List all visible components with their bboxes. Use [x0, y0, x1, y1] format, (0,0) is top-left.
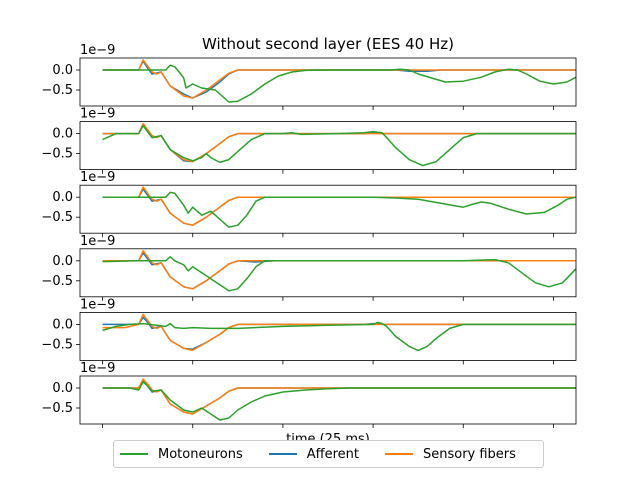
- y-scale-label: 1e−9: [80, 43, 115, 58]
- axes-frame: [79, 121, 577, 170]
- legend-item-motoneurons: Motoneurons: [120, 447, 243, 462]
- y-tick-label: −0.5: [41, 147, 73, 162]
- series-line-afferent: [102, 316, 576, 350]
- panel-3: 0.0 −0.5 1e−9: [41, 170, 577, 238]
- y-scale-label: 1e−9: [80, 107, 115, 122]
- series-line-sensory: [102, 59, 576, 99]
- y-tick-label: −0.5: [41, 337, 73, 352]
- panel-5: 0.0 −0.5 1e−9: [41, 297, 577, 365]
- y-tick-label: 0.0: [52, 317, 73, 332]
- legend: Motoneurons Afferent Sensory fibers: [113, 440, 544, 468]
- y-scale-label: 1e−9: [80, 170, 115, 185]
- y-tick-label: 0.0: [52, 381, 73, 396]
- series-line-afferent: [102, 380, 576, 415]
- panels: 0.0 −0.5 1e−9 0.0 −0.5 1e−9 0.0 −0.5 1e−9 0.0 −0.5…: [41, 43, 577, 428]
- y-tick-label: 0.0: [52, 190, 73, 205]
- axes-frame: [79, 184, 577, 234]
- panel-4: 0.0 −0.5 1e−9: [41, 234, 577, 301]
- series-line-afferent: [102, 124, 576, 163]
- legend-label-sensory-fibers: Sensory fibers: [422, 446, 516, 462]
- y-tick-label: 0.0: [52, 63, 73, 78]
- y-tick-label: −0.5: [41, 401, 73, 416]
- legend-line-afferent: [268, 453, 297, 455]
- y-tick-label: −0.5: [41, 210, 73, 225]
- y-scale-label: 1e−9: [80, 234, 115, 249]
- series-line-afferent: [102, 252, 576, 290]
- y-scale-label: 1e−9: [80, 361, 115, 376]
- series-line-afferent: [102, 188, 576, 226]
- y-tick-label: −0.5: [41, 83, 73, 98]
- chart-title: Without second layer (EES 40 Hz): [202, 35, 454, 53]
- legend-item-afferent: Afferent: [268, 446, 359, 462]
- y-scale-label: 1e−9: [80, 297, 115, 312]
- legend-item-sensory-fibers: Sensory fibers: [384, 446, 516, 462]
- series-line-motoneurons: [102, 64, 577, 103]
- legend-label-motoneurons: Motoneurons: [158, 446, 243, 462]
- axes-frame: [79, 57, 577, 107]
- series-line-sensory: [102, 313, 576, 352]
- series-line-motoneurons: [102, 256, 577, 292]
- series-line-motoneurons: [102, 124, 576, 167]
- y-tick-label: 0.0: [52, 127, 73, 142]
- series-line-sensory: [102, 378, 576, 415]
- axes-frame: [79, 248, 577, 298]
- y-tick-label: −0.5: [41, 274, 73, 289]
- series-line-motoneurons: [102, 191, 577, 228]
- panel-1: 0.0 −0.5 1e−9: [41, 43, 577, 110]
- y-tick-label: 0.0: [52, 254, 73, 269]
- series-line-motoneurons: [102, 321, 576, 352]
- legend-line-motoneurons: [120, 453, 148, 455]
- panel-2: 0.0 −0.5 1e−9: [41, 107, 577, 174]
- series-line-sensory: [102, 186, 576, 226]
- series-line-sensory: [102, 250, 576, 290]
- legend-line-sensory-fibers: [384, 453, 413, 455]
- axes-frame: [79, 375, 577, 425]
- series-line-motoneurons: [102, 381, 576, 421]
- panel-6: 0.0 −0.5 1e−9: [41, 361, 577, 428]
- axes-frame: [79, 311, 577, 361]
- legend-label-afferent: Afferent: [306, 446, 359, 462]
- series-line-sensory: [102, 122, 576, 163]
